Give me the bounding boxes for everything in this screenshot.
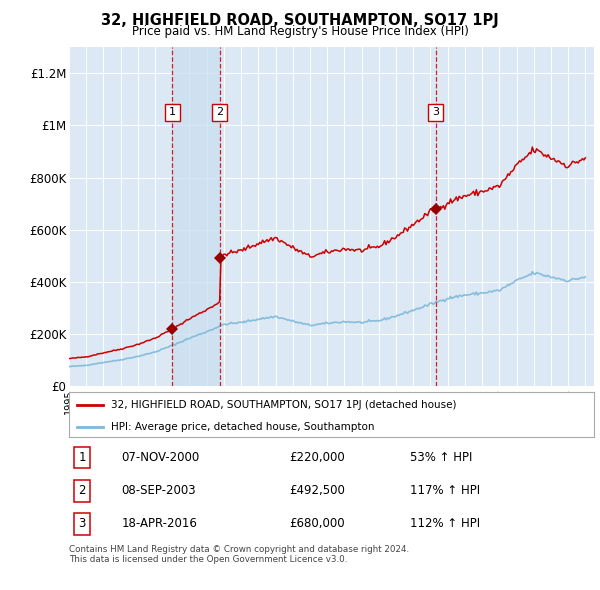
Text: £680,000: £680,000: [290, 517, 345, 530]
Text: 117% ↑ HPI: 117% ↑ HPI: [410, 484, 481, 497]
Bar: [172, 47, 220, 386]
Text: 32, HIGHFIELD ROAD, SOUTHAMPTON, SO17 1PJ (detached house): 32, HIGHFIELD ROAD, SOUTHAMPTON, SO17 1P…: [111, 400, 457, 409]
Text: 3: 3: [432, 107, 439, 117]
Text: 08-SEP-2003: 08-SEP-2003: [121, 484, 196, 497]
Text: Price paid vs. HM Land Registry's House Price Index (HPI): Price paid vs. HM Land Registry's House …: [131, 25, 469, 38]
Text: 112% ↑ HPI: 112% ↑ HPI: [410, 517, 481, 530]
Text: 3: 3: [79, 517, 86, 530]
Text: 1: 1: [169, 107, 176, 117]
Text: 2: 2: [79, 484, 86, 497]
Text: HPI: Average price, detached house, Southampton: HPI: Average price, detached house, Sout…: [111, 422, 374, 432]
Text: 07-NOV-2000: 07-NOV-2000: [121, 451, 200, 464]
Text: Contains HM Land Registry data © Crown copyright and database right 2024.
This d: Contains HM Land Registry data © Crown c…: [69, 545, 409, 564]
Text: 18-APR-2016: 18-APR-2016: [121, 517, 197, 530]
Text: £220,000: £220,000: [290, 451, 345, 464]
Text: 1: 1: [79, 451, 86, 464]
Text: 32, HIGHFIELD ROAD, SOUTHAMPTON, SO17 1PJ: 32, HIGHFIELD ROAD, SOUTHAMPTON, SO17 1P…: [101, 13, 499, 28]
Text: 53% ↑ HPI: 53% ↑ HPI: [410, 451, 473, 464]
Text: 2: 2: [216, 107, 223, 117]
Text: £492,500: £492,500: [290, 484, 346, 497]
